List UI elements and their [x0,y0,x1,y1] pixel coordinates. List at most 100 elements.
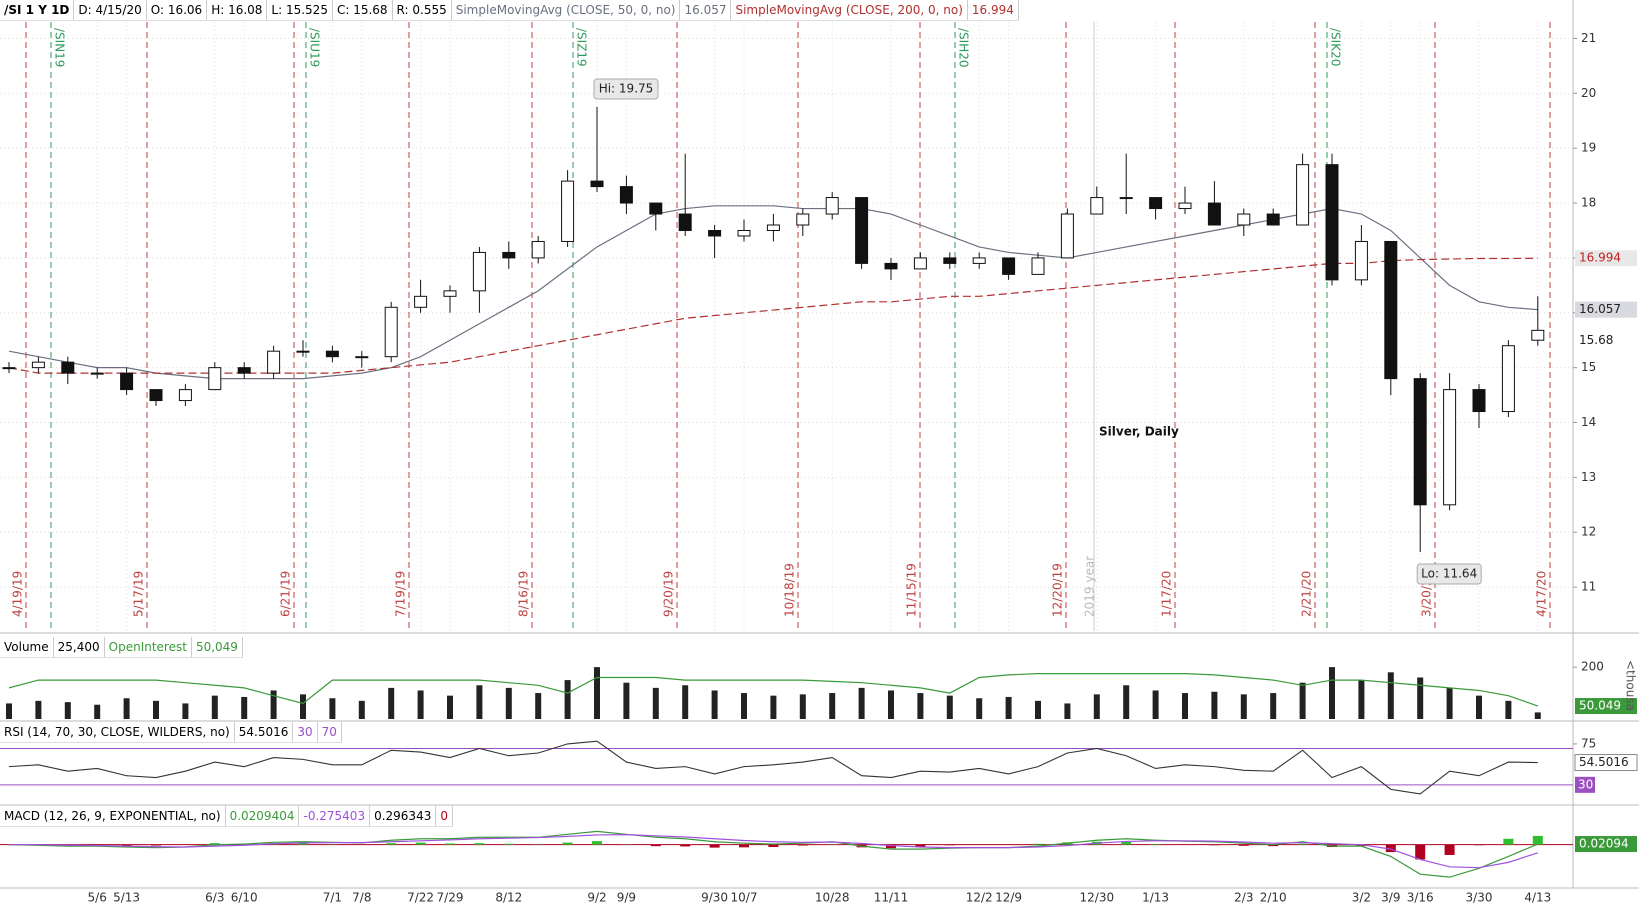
annotation-box [1416,563,1482,585]
volume-bar [829,693,836,719]
volume-bar [1387,672,1394,719]
x-tick-label: 5/13 [113,891,140,905]
histogram-bar [386,843,397,845]
expiration-label: 4/17/20 [1535,571,1549,617]
x-tick-label: 11/11 [874,891,909,905]
volume-bar [1211,691,1218,719]
volume-bar [946,695,953,719]
volume-bar [1299,682,1306,719]
candle-body [590,180,604,188]
candle-body [90,372,104,375]
histogram-bar [915,844,926,847]
header-item: O: 16.06 [147,0,208,20]
expiration-label: 12/20/19 [1051,563,1065,617]
y-tick-label: 12 [1581,525,1596,539]
macd-legend: MACD (12, 26, 9, EXPONENTIAL, no) 0.0209… [0,806,453,827]
volume-bar [153,700,159,719]
volume-bar [1240,694,1247,719]
candle-body [1296,164,1310,226]
rsi-tag: 54.5016 [1579,755,1629,769]
volume-bar [652,687,659,719]
x-tick-label: 7/29 [437,891,464,905]
volume-bar [799,694,806,719]
x-tick-label: 6/3 [205,891,224,905]
candle-body [766,224,780,231]
volume-bar [123,698,130,719]
candle-body [384,306,398,358]
x-tick-label: 10/7 [731,891,758,905]
legend-label[interactable]: RSI (14, 70, 30, CLOSE, WILDERS, no) [0,722,235,742]
candle-body [1207,202,1221,226]
sma50-label[interactable]: SimpleMovingAvg (CLOSE, 50, 0, no) [452,0,681,20]
x-tick-label: 3/30 [1466,891,1493,905]
histogram-bar [1268,844,1279,847]
oi-tag-bg [1575,698,1637,715]
sma200-label[interactable]: SimpleMovingAvg (CLOSE, 200, 0, no) [731,0,968,20]
volume-bar [94,704,101,719]
expiration-label: 5/17/19 [132,571,146,617]
volume-bar [1005,696,1012,719]
histogram-bar [1474,844,1484,846]
histogram-bar [680,844,691,847]
price-tag-bg [1575,332,1637,349]
volume-bar [594,667,600,719]
annotation-box [593,78,659,100]
legend-value: 25,400 [54,637,105,657]
volume-legend: Volume 25,400 OpenInterest 50,049 [0,637,243,658]
symbol[interactable]: /SI 1 Y 1D [0,0,75,20]
histogram-bar [298,843,308,845]
volume-bar [535,693,542,719]
x-tick-label: 12/9 [995,891,1022,905]
volume-bar [505,687,512,719]
histogram-bar [503,843,514,845]
volume-bar [917,693,924,719]
header-item: R: 0.555 [393,0,452,20]
rsi-line [8,740,1538,795]
legend-value: -0.275403 [299,806,371,826]
candle-body [2,367,16,370]
histogram-bar [1444,844,1455,855]
candle-body [1384,240,1398,380]
candle-body [1031,257,1045,275]
histogram-bar [209,843,220,845]
unit-label: <thousa [1624,660,1638,711]
legend-value: 50,049 [192,637,243,657]
roll-label: /SIK20 [1329,28,1343,66]
x-tick-label: 8/12 [495,891,522,905]
roll-label: /SIN19 [53,28,67,67]
price-tag: 16.057 [1579,302,1621,316]
x-tick-label: 9/9 [617,891,636,905]
x-tick-label: 4/13 [1524,891,1551,905]
candle-body [884,262,898,270]
candle-body [1237,213,1251,226]
volume-bar [64,702,71,719]
x-tick-label: 7/8 [352,891,371,905]
legend-label[interactable]: OpenInterest [105,637,192,657]
rsi-legend: RSI (14, 70, 30, CLOSE, WILDERS, no) 54.… [0,722,342,743]
sma200-value: 16.994 [968,0,1019,20]
x-tick-label: 6/10 [231,891,258,905]
volume-bar [270,690,277,719]
volume-bar [476,685,483,719]
candle-body [1325,164,1339,281]
candle-body [237,367,251,374]
histogram-bar [1238,844,1249,846]
histogram-bar [445,843,455,845]
histogram-bar [1503,838,1514,845]
level-tag-bg [1575,776,1595,793]
annotation: Hi: 19.75 [599,82,654,96]
candle-body [1413,378,1427,506]
histogram-bar [886,844,896,849]
expiration-label: 4/19/19 [11,571,25,617]
histogram-bar [1356,844,1367,847]
volume-bar [623,682,630,719]
legend-label[interactable]: MACD (12, 26, 9, EXPONENTIAL, no) [0,806,226,826]
candle-body [1060,213,1074,259]
candle-body [972,257,986,264]
volume-bar [770,695,777,719]
expiration-label: 1/17/20 [1160,571,1174,617]
expiration-label: 10/18/19 [783,563,797,617]
y-tick-label: 14 [1581,415,1596,429]
legend-label[interactable]: Volume [0,637,54,657]
